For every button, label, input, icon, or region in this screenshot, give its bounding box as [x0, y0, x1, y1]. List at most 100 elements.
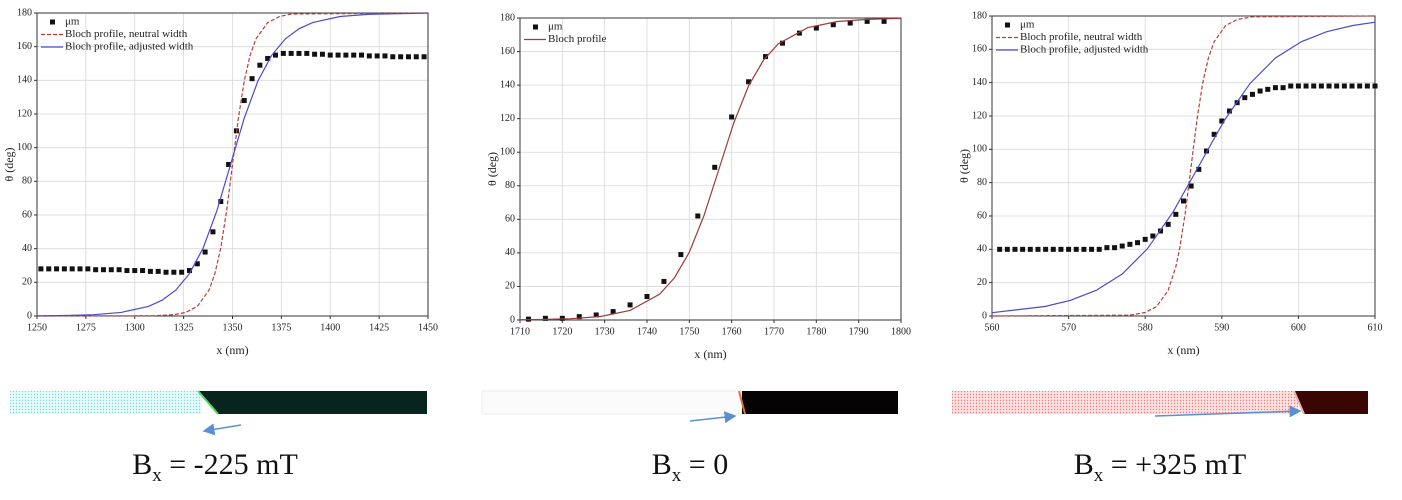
data-point	[576, 314, 582, 320]
data-point	[319, 51, 325, 57]
data-point	[1066, 246, 1072, 252]
data-point	[1188, 183, 1194, 189]
data-point	[559, 315, 565, 321]
data-point	[881, 18, 887, 24]
plot-frame	[36, 12, 429, 317]
data-point	[864, 18, 870, 24]
y-tick-label: 40	[505, 247, 515, 258]
data-point	[374, 53, 380, 59]
y-tick-label: 20	[977, 277, 987, 288]
caption-symbol: B	[132, 448, 153, 481]
data-point	[273, 52, 279, 58]
chart: 0 20 40 60 80 100 120 140 160 180 560 570 580 590 600 6…	[957, 10, 1383, 356]
data-point	[343, 52, 349, 58]
x-tick-label: 1400	[320, 322, 340, 333]
y-tick-label: 80	[977, 177, 987, 188]
x-tick-label: 1750	[679, 326, 699, 337]
data-point	[746, 79, 752, 85]
data-point	[171, 269, 177, 275]
data-point	[1012, 246, 1018, 252]
data-point	[327, 52, 333, 58]
x-tick-label: 560	[985, 322, 1000, 333]
profile-line	[991, 21, 1376, 314]
y-tick-label: 40	[22, 243, 32, 254]
data-point	[140, 268, 146, 274]
legend-marker	[1005, 22, 1010, 28]
caption-subscript: x	[671, 465, 682, 486]
data-point	[77, 266, 83, 272]
x-tick-label: 1730	[595, 326, 615, 337]
data-point	[366, 53, 372, 59]
y-tick-label: 140	[17, 75, 32, 86]
domain-strip	[952, 390, 1368, 418]
y-tick-label: 60	[22, 209, 32, 220]
x-tick-label: 590	[1214, 322, 1229, 333]
y-tick-label: 160	[500, 46, 515, 57]
y-tick-label: 60	[977, 210, 987, 221]
x-tick-label: 1710	[510, 326, 530, 337]
data-point	[38, 266, 44, 272]
y-tick-label: 180	[17, 7, 32, 18]
data-point	[1203, 148, 1209, 154]
x-tick-label: 1250	[27, 322, 47, 333]
y-tick-label: 0	[982, 310, 987, 321]
data-point	[218, 199, 224, 205]
y-tick-label: 0	[510, 314, 515, 325]
data-point	[186, 268, 192, 274]
x-tick-label: 1425	[369, 322, 389, 333]
caption-subscript: x	[1093, 465, 1104, 486]
y-tick-label: 120	[17, 108, 32, 119]
data-point	[413, 54, 419, 60]
data-point	[1165, 221, 1171, 227]
data-point	[1181, 198, 1186, 204]
x-axis-label: x (nm)	[1167, 343, 1199, 357]
data-point	[1242, 95, 1248, 101]
data-point	[796, 30, 802, 36]
data-point	[163, 269, 169, 275]
legend-marker	[50, 19, 55, 25]
data-point	[1341, 83, 1347, 89]
caption-text: = +325 mT	[1103, 448, 1247, 481]
y-tick-label: 60	[505, 214, 515, 225]
data-point	[1058, 246, 1064, 252]
data-point	[1326, 83, 1332, 89]
y-tick-label: 100	[17, 142, 32, 153]
data-point	[296, 50, 302, 56]
y-tick-label: 120	[972, 110, 987, 121]
data-point	[390, 54, 396, 60]
x-tick-label: 610	[1368, 322, 1383, 333]
data-point	[46, 266, 52, 272]
y-tick-label: 180	[972, 10, 987, 21]
x-tick-label: 1770	[764, 326, 784, 337]
data-point	[729, 114, 735, 120]
y-tick-label: 140	[500, 79, 515, 90]
x-axis-label: x (nm)	[694, 347, 726, 361]
x-tick-label: 1275	[76, 322, 96, 333]
data-point	[1035, 246, 1041, 252]
chart: 0 20 40 60 80 100 120 140 160 180 1710 1720 1730 1740…	[485, 12, 911, 360]
profile-line	[519, 17, 902, 321]
data-point	[1219, 118, 1225, 124]
y-tick-label: 20	[22, 277, 32, 288]
data-point	[1073, 246, 1079, 252]
data-point	[1311, 83, 1317, 89]
data-point	[1303, 83, 1309, 89]
profile-line	[991, 15, 1376, 317]
data-point	[1104, 245, 1110, 251]
data-point	[997, 246, 1003, 252]
data-point	[69, 266, 75, 272]
data-point	[54, 266, 60, 272]
data-point	[116, 267, 122, 273]
data-point	[1226, 108, 1232, 114]
x-tick-label: 1450	[418, 322, 438, 333]
x-tick-label: 1720	[552, 326, 572, 337]
data-point	[1096, 246, 1102, 252]
data-point	[280, 50, 286, 56]
domain-strip	[481, 390, 898, 424]
data-point	[93, 267, 99, 273]
legend-label: μm	[65, 16, 80, 28]
data-point	[1004, 246, 1010, 252]
x-tick-label: 1350	[223, 322, 243, 333]
caption: Bx = -225 mT	[65, 448, 365, 487]
